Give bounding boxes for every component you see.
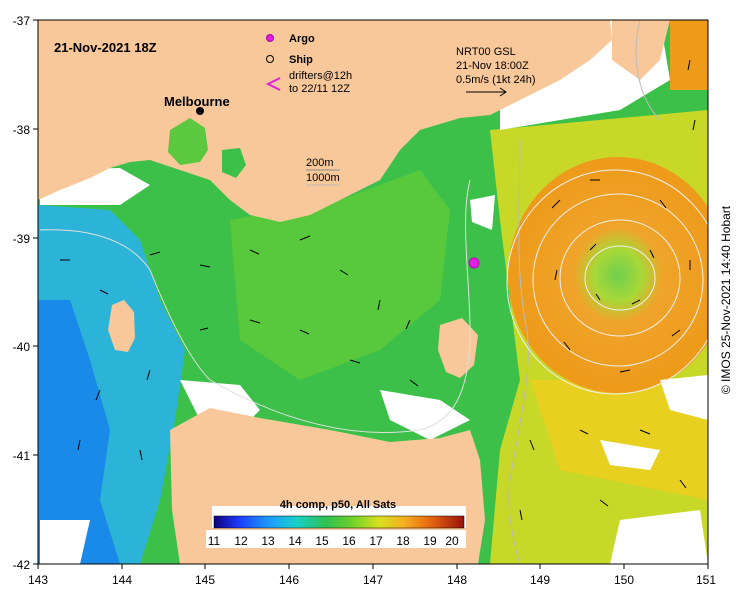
isobath-label-200m: 200m — [306, 157, 334, 169]
velocity-key: NRT00 GSL 21-Nov 18:00Z 0.5m/s (1kt 24h) — [456, 46, 535, 97]
legend-ship: Ship — [289, 54, 313, 66]
argo-marker-icon — [266, 34, 274, 42]
drifter-marker-icon — [265, 77, 281, 91]
argo-float-icon — [468, 257, 480, 269]
colorbar-tick: 15 — [315, 534, 329, 548]
x-tick-label: 145 — [195, 573, 215, 587]
isobath-1000m-east — [635, 20, 661, 121]
axis-ticks — [33, 19, 709, 569]
cloud-patch-4 — [380, 390, 470, 440]
isobath-1000m — [508, 139, 529, 564]
isobath-label-1000m: 1000m — [306, 172, 340, 184]
map-plot-area — [38, 20, 708, 564]
port-phillip-bay — [168, 118, 208, 165]
y-tick-label: -41 — [13, 449, 31, 463]
cloud-patch-6 — [660, 375, 708, 420]
credit-text: © IMOS 25-Nov-2021 14:40 Hobart — [719, 205, 733, 395]
far-north-east-warm — [670, 20, 708, 90]
x-tick-label: 144 — [112, 573, 132, 587]
x-tick-label: 149 — [530, 573, 550, 587]
isobath-200m — [39, 179, 471, 433]
y-tick-label: -40 — [13, 340, 31, 354]
map-title: 21-Nov-2021 18Z — [54, 40, 157, 55]
colorbar-tick: 11 — [208, 534, 221, 548]
y-axis-labels: -37 -38 -39 -40 -41 -42 — [13, 14, 31, 572]
x-axis-labels: 143 144 145 146 147 148 149 150 151 — [28, 573, 716, 587]
colorbar-tick: 17 — [369, 534, 383, 548]
legend-drifters-line1: drifters@12h — [289, 70, 352, 82]
western-port-bay — [222, 148, 246, 178]
y-tick-label: -37 — [13, 14, 31, 28]
x-tick-label: 150 — [614, 573, 634, 587]
western-cold-water — [38, 300, 120, 564]
colorbar-tick: 12 — [234, 534, 248, 548]
colorbar-title: 4h comp, p50, All Sats — [280, 499, 396, 511]
cloud-patch-9 — [610, 510, 708, 564]
cloud-patch-8 — [40, 520, 90, 564]
legend-argo: Argo — [289, 33, 315, 45]
colorbar-tick: 16 — [342, 534, 356, 548]
colorbar-tick: 20 — [445, 534, 459, 548]
velocity-key-arrow-icon — [466, 87, 507, 97]
colorbar-tick: 13 — [261, 534, 275, 548]
velocity-key-line2: 21-Nov 18:00Z — [456, 60, 529, 72]
ship-marker-icon — [266, 55, 274, 63]
current-vectors — [60, 59, 696, 521]
map-legend: Argo Ship drifters@12h to 22/11 12Z — [265, 33, 352, 95]
east-warm-water-south — [530, 380, 708, 500]
colorbar: 4h comp, p50, All Sats 11 12 13 14 15 16… — [206, 499, 466, 548]
legend-drifters-line2: to 22/11 12Z — [289, 83, 350, 95]
y-tick-label: -38 — [13, 123, 31, 137]
central-lighter-green — [230, 170, 450, 380]
colorbar-tick: 19 — [423, 534, 437, 548]
land-victoria — [38, 20, 612, 222]
x-tick-label: 148 — [447, 573, 467, 587]
y-tick-label: -39 — [13, 232, 31, 246]
eddy-contours — [506, 169, 708, 395]
x-tick-label: 151 — [696, 573, 716, 587]
cloud-patch-7 — [600, 440, 660, 470]
city-label: Melbourne — [164, 94, 230, 109]
colorbar-gradient — [213, 515, 465, 529]
melbourne-marker-icon — [196, 107, 204, 115]
velocity-key-line1: NRT00 GSL — [456, 46, 516, 58]
x-tick-label: 146 — [279, 573, 299, 587]
land-nsw-coast — [612, 20, 670, 80]
land-king-island — [108, 300, 135, 352]
colorbar-tick: 14 — [288, 534, 302, 548]
cloud-patch-5 — [470, 195, 495, 230]
velocity-key-line3: 0.5m/s (1kt 24h) — [456, 74, 535, 86]
warm-core-eddy — [508, 157, 708, 393]
x-tick-label: 147 — [363, 573, 383, 587]
colorbar-tick: 18 — [396, 534, 410, 548]
isobath-key: 200m 1000m — [306, 157, 340, 186]
y-tick-label: -42 — [13, 558, 31, 572]
x-tick-label: 143 — [28, 573, 48, 587]
